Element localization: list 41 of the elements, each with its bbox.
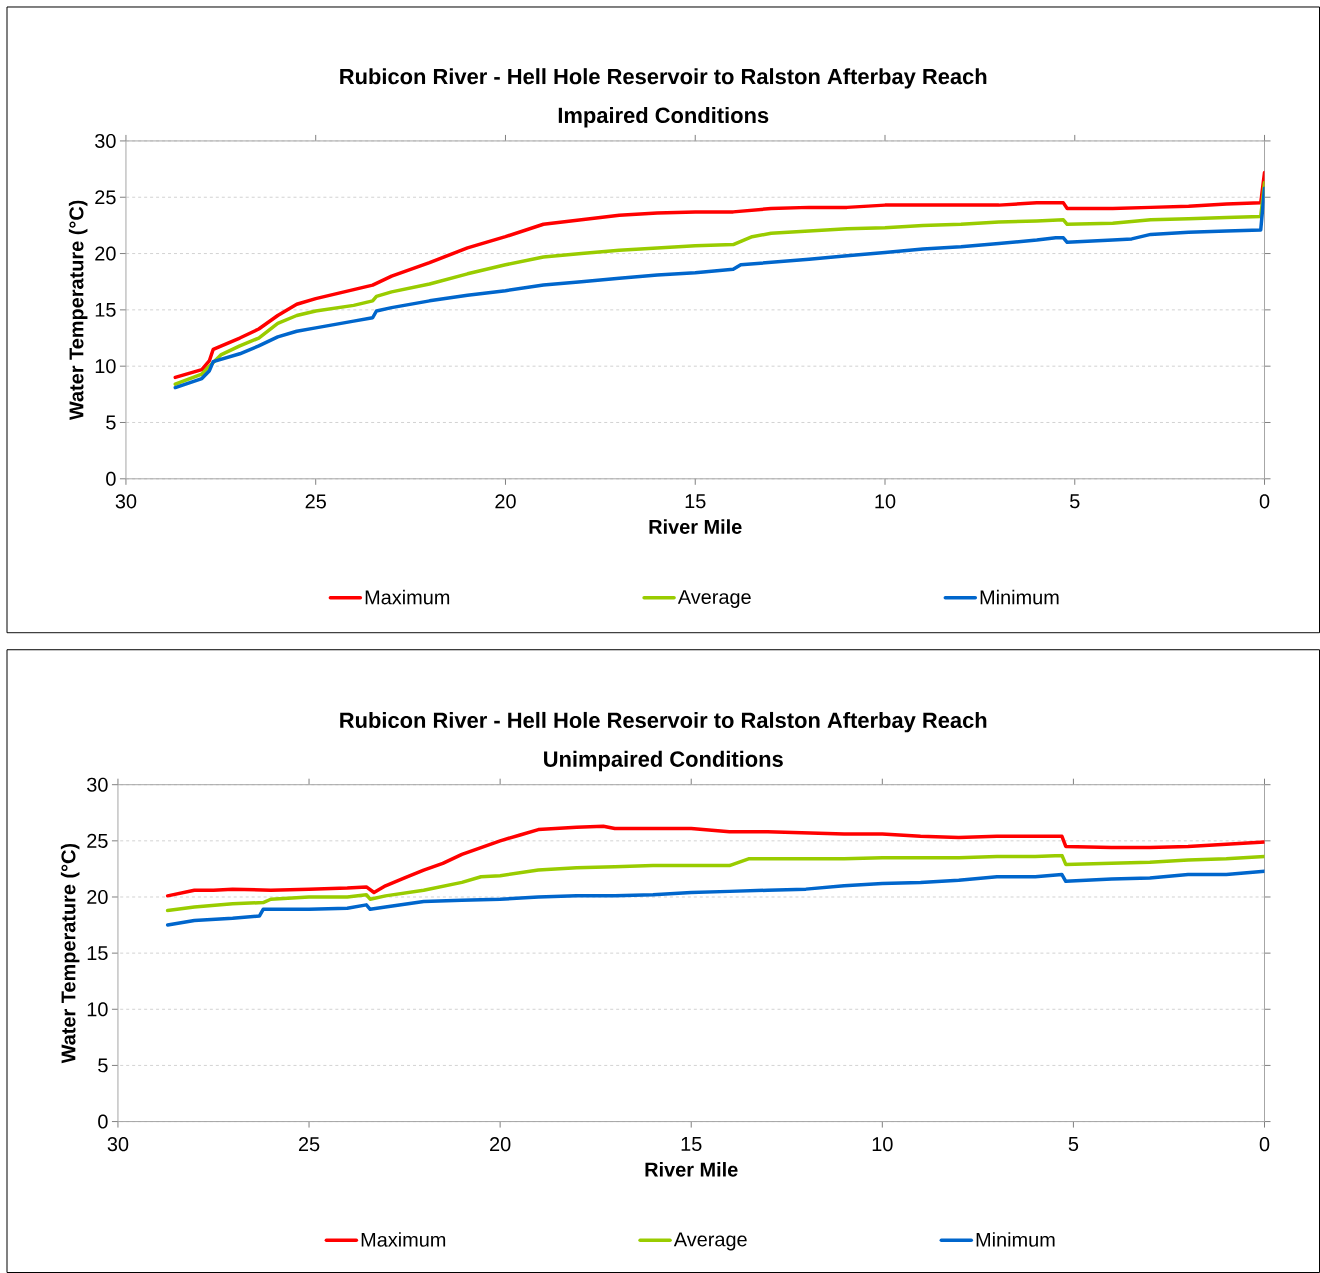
legend-label: Average	[673, 1232, 747, 1251]
x-tick-label: 10	[875, 494, 896, 509]
y-tick-label: 15	[87, 946, 108, 961]
y-axis-title: Water Temperature (°C)	[68, 200, 88, 421]
x-axis-title: River Mile	[645, 1162, 738, 1177]
legend-label: Average	[677, 590, 751, 608]
x-tick-label: 15	[685, 494, 706, 509]
y-tick-label: 20	[95, 246, 116, 261]
legend-label: Maximum	[361, 1232, 446, 1247]
x-tick-label: 0	[1259, 494, 1270, 509]
chart-subtitle: Impaired Conditions	[558, 107, 769, 128]
x-tick-label: 5	[1068, 1137, 1079, 1151]
chart-subtitle: Unimpaired Conditions	[544, 750, 783, 772]
legend-label: Minimum	[980, 589, 1059, 605]
chart-title: Rubicon River - Hell Hole Reservoir to Ralston Afterbay Reach	[340, 68, 987, 89]
y-tick-label: 30	[95, 133, 116, 148]
y-axis-title: Water Temperature (°C)	[60, 843, 80, 1064]
x-tick-label: 20	[495, 494, 516, 509]
line-series	[165, 869, 1265, 927]
y-tick-label: 10	[87, 1002, 108, 1017]
legend-label: Maximum	[365, 589, 450, 605]
legend-label: Minimum	[976, 1232, 1055, 1247]
y-tick-label: 20	[87, 889, 108, 905]
y-tick-label: 0	[98, 1114, 108, 1129]
x-tick-label: 20	[490, 1137, 511, 1152]
y-tick-label: 25	[87, 833, 108, 848]
x-tick-label: 15	[681, 1137, 702, 1151]
x-axis-title: River Mile	[649, 519, 742, 534]
x-tick-label: 25	[298, 1137, 320, 1152]
x-tick-label: 0	[1259, 1137, 1270, 1152]
y-tick-label: 25	[95, 190, 116, 205]
y-tick-label: 15	[95, 302, 116, 317]
y-tick-label: 5	[106, 415, 116, 430]
y-tick-label: 10	[95, 359, 116, 374]
y-tick-label: 5	[98, 1058, 108, 1073]
x-tick-label: 5	[1070, 494, 1080, 509]
y-tick-label: 30	[87, 777, 108, 792]
x-tick-label: 10	[872, 1137, 893, 1152]
chart-title: Rubicon River - Hell Hole Reservoir to Ralston Afterbay Reach	[340, 711, 987, 733]
y-tick-label: 0	[106, 471, 116, 486]
x-tick-label: 25	[305, 494, 326, 509]
